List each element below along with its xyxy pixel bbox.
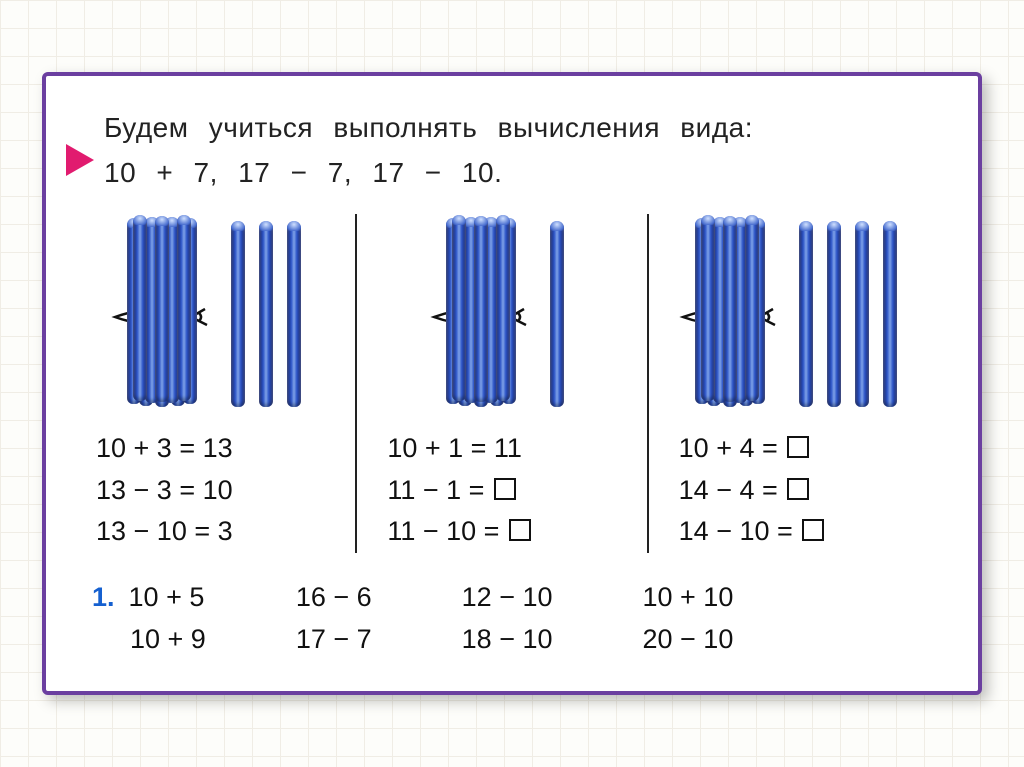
loose-sticks: [231, 221, 301, 407]
stick: [474, 216, 488, 402]
equation-line: 10 + 4 =: [679, 428, 825, 470]
sticks-row: [121, 214, 301, 414]
stick-bundle: [440, 221, 526, 407]
stick: [452, 215, 466, 401]
stick: [287, 221, 301, 407]
answer-box: [509, 519, 531, 541]
exercise-number: 1.: [92, 582, 115, 612]
equations: 10 + 1 = 1111 − 1 = 11 − 10 =: [357, 428, 531, 554]
answer-box: [494, 478, 516, 500]
exercise-line: 10 + 9: [92, 619, 206, 661]
stick: [550, 221, 564, 407]
loose-sticks: [550, 221, 564, 407]
exercise-column: 16 − 617 − 7: [296, 577, 372, 661]
exercise-line: 10 + 10: [643, 577, 734, 619]
exercise-line: 17 − 7: [296, 619, 372, 661]
exercise-line: 18 − 10: [462, 619, 553, 661]
equations: 10 + 4 = 14 − 4 = 14 − 10 =: [649, 428, 825, 554]
equation-line: 14 − 4 =: [679, 470, 825, 512]
exercise-column: 1.10 + 510 + 9: [92, 577, 206, 661]
loose-sticks: [799, 221, 897, 407]
answer-box: [787, 436, 809, 458]
exercise-line: 20 − 10: [643, 619, 734, 661]
equation-line: 10 + 1 = 11: [387, 428, 531, 470]
sticks-row: [440, 214, 564, 414]
equation-line: 13 − 3 = 10: [96, 470, 233, 512]
intro-line2: 10 + 7, 17 − 7, 17 − 10.: [104, 157, 502, 188]
stick: [133, 215, 147, 401]
exercise-row: 1.10 + 510 + 9 16 − 617 − 7 12 − 1018 − 10…: [66, 577, 938, 661]
equation-line: 14 − 10 =: [679, 511, 825, 553]
stick: [701, 215, 715, 401]
answer-box: [787, 478, 809, 500]
sticks-row: [689, 214, 897, 414]
stick: [155, 216, 169, 402]
exercise-line: 12 − 10: [462, 577, 553, 619]
panels-row: 10 + 3 = 1313 − 3 = 1013 − 10 = 3 10 + 1…: [66, 214, 938, 554]
stick: [745, 215, 759, 401]
stick: [799, 221, 813, 407]
intro-text: Будем учиться выполнять вычисления вида:…: [104, 106, 753, 196]
intro-row: Будем учиться выполнять вычисления вида:…: [66, 106, 938, 196]
pink-arrow-icon: [66, 144, 94, 176]
panel: 10 + 3 = 1313 − 3 = 1013 − 10 = 3: [66, 214, 355, 554]
exercise-column: 10 + 1020 − 10: [643, 577, 734, 661]
stick: [259, 221, 273, 407]
equation-line: 13 − 10 = 3: [96, 511, 233, 553]
exercise-line: 16 − 6: [296, 577, 372, 619]
stick: [496, 215, 510, 401]
stick: [231, 221, 245, 407]
panel: 10 + 1 = 1111 − 1 = 11 − 10 =: [357, 214, 646, 554]
stick: [883, 221, 897, 407]
panel: 10 + 4 = 14 − 4 = 14 − 10 =: [649, 214, 938, 554]
equations: 10 + 3 = 1313 − 3 = 1013 − 10 = 3: [66, 428, 233, 554]
answer-box: [802, 519, 824, 541]
exercise-column: 12 − 1018 − 10: [462, 577, 553, 661]
exercise-line: 1.10 + 5: [92, 577, 206, 619]
worksheet-frame: Будем учиться выполнять вычисления вида:…: [42, 72, 982, 695]
stick: [855, 221, 869, 407]
stick: [177, 215, 191, 401]
intro-line1: Будем учиться выполнять вычисления вида:: [104, 112, 753, 143]
stick: [827, 221, 841, 407]
stick-bundle: [689, 221, 775, 407]
stick-bundle: [121, 221, 207, 407]
equation-line: 10 + 3 = 13: [96, 428, 233, 470]
equation-line: 11 − 10 =: [387, 511, 531, 553]
equation-line: 11 − 1 =: [387, 470, 531, 512]
stick: [723, 216, 737, 402]
